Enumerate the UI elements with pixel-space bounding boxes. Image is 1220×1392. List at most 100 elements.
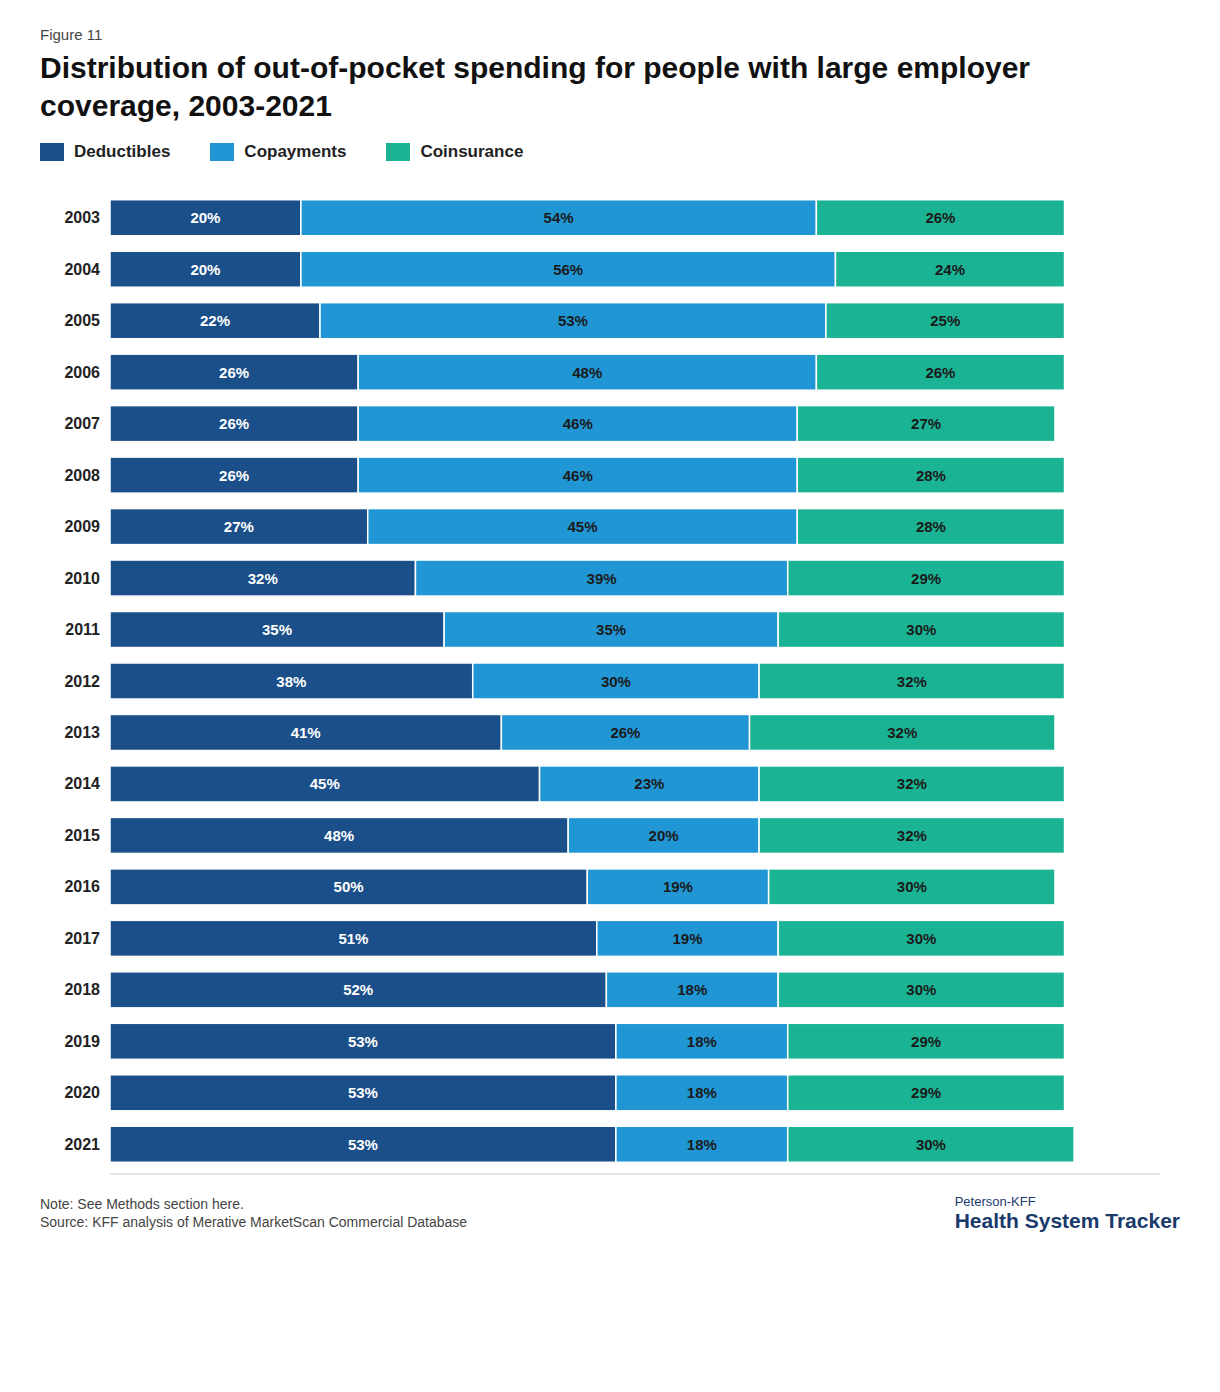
bar-segment	[473, 663, 759, 699]
y-tick-label: 2015	[64, 827, 100, 844]
bar-segment	[110, 817, 568, 853]
bar-segment	[587, 869, 768, 905]
y-tick-label: 2007	[64, 415, 100, 432]
data-label: 30%	[906, 621, 936, 638]
data-label: 19%	[672, 930, 702, 947]
bar-segment	[110, 766, 540, 802]
bar-segment	[759, 766, 1064, 802]
data-label: 52%	[343, 981, 373, 998]
bar-segment	[788, 1023, 1065, 1059]
bar-segment	[788, 1126, 1074, 1162]
bar-segment	[501, 714, 749, 750]
bar-segment	[110, 251, 301, 287]
footer-brand: Peterson-KFFHealth System Tracker	[955, 1194, 1180, 1233]
bar-segment	[835, 251, 1064, 287]
bar-segment	[568, 817, 759, 853]
data-label: 53%	[348, 1033, 378, 1050]
legend-item: Copayments	[210, 142, 346, 162]
bar-segment	[110, 303, 320, 339]
note: Note: See Methods section here.	[40, 1196, 467, 1212]
data-label: 26%	[219, 364, 249, 381]
bar-segment	[110, 200, 301, 236]
bar-segment	[606, 972, 778, 1008]
chart-title: Distribution of out-of-pocket spending f…	[40, 49, 1140, 124]
note: Source: KFF analysis of Merative MarketS…	[40, 1214, 467, 1230]
data-label: 18%	[687, 1033, 717, 1050]
legend-swatch	[40, 143, 64, 161]
bar-segment	[110, 920, 597, 956]
data-label: 26%	[610, 724, 640, 741]
y-tick-label: 2010	[64, 570, 100, 587]
data-label: 48%	[324, 827, 354, 844]
bar-segment	[759, 817, 1064, 853]
data-label: 51%	[338, 930, 368, 947]
data-label: 56%	[553, 261, 583, 278]
bar-segment	[368, 509, 798, 545]
bar-segment	[778, 972, 1064, 1008]
data-label: 28%	[916, 467, 946, 484]
data-label: 45%	[310, 775, 340, 792]
brand-large: Health System Tracker	[955, 1209, 1180, 1233]
bar-segment	[415, 560, 787, 596]
bar-segment	[540, 766, 760, 802]
y-tick-label: 2004	[64, 261, 100, 278]
bar-segment	[110, 663, 473, 699]
legend: DeductiblesCopaymentsCoinsurance	[40, 142, 1180, 162]
legend-label: Copayments	[244, 142, 346, 162]
data-labels: 20%54%26%20%56%24%22%53%25%26%48%26%26%4…	[190, 209, 965, 1153]
data-label: 32%	[887, 724, 917, 741]
data-label: 29%	[911, 1084, 941, 1101]
data-label: 28%	[916, 518, 946, 535]
data-label: 39%	[587, 570, 617, 587]
data-label: 53%	[558, 312, 588, 329]
data-label: 30%	[906, 981, 936, 998]
data-label: 19%	[663, 878, 693, 895]
data-label: 26%	[925, 209, 955, 226]
bar-segment	[616, 1075, 788, 1111]
bar-segment	[778, 612, 1064, 648]
data-label: 53%	[348, 1084, 378, 1101]
bar-segment	[110, 1126, 616, 1162]
data-label: 30%	[897, 878, 927, 895]
data-label: 46%	[563, 415, 593, 432]
data-label: 35%	[596, 621, 626, 638]
data-label: 45%	[567, 518, 597, 535]
bar-segment	[110, 1023, 616, 1059]
data-label: 20%	[190, 209, 220, 226]
bar-segment	[797, 457, 1064, 493]
bar-segment	[778, 920, 1064, 956]
figure-label: Figure 11	[40, 26, 1180, 43]
y-tick-label: 2009	[64, 518, 100, 535]
data-label: 24%	[935, 261, 965, 278]
bar-segment	[616, 1023, 788, 1059]
bar-segment	[110, 406, 358, 442]
legend-label: Coinsurance	[420, 142, 523, 162]
data-label: 30%	[601, 673, 631, 690]
bar-segment	[797, 509, 1064, 545]
data-label: 20%	[190, 261, 220, 278]
y-tick-label: 2013	[64, 724, 100, 741]
bar-segment	[444, 612, 778, 648]
data-label: 32%	[897, 673, 927, 690]
bar-segment	[759, 663, 1064, 699]
data-label: 35%	[262, 621, 292, 638]
data-label: 50%	[334, 878, 364, 895]
data-label: 32%	[248, 570, 278, 587]
bar-segment	[301, 200, 816, 236]
bar-segment	[110, 612, 444, 648]
data-label: 27%	[224, 518, 254, 535]
bar-segment	[788, 1075, 1065, 1111]
bar-segment	[110, 457, 358, 493]
y-tick-label: 2019	[64, 1033, 100, 1050]
brand-small: Peterson-KFF	[955, 1194, 1180, 1209]
y-tick-label: 2018	[64, 981, 100, 998]
chart-svg: 20%54%26%20%56%24%22%53%25%26%48%26%26%4…	[40, 176, 1180, 1186]
bar-segment	[110, 354, 358, 390]
data-label: 18%	[677, 981, 707, 998]
data-label: 30%	[906, 930, 936, 947]
bars	[110, 200, 1074, 1163]
data-label: 27%	[911, 415, 941, 432]
y-tick-label: 2014	[64, 775, 100, 792]
y-tick-label: 2021	[64, 1136, 100, 1153]
data-label: 32%	[897, 827, 927, 844]
